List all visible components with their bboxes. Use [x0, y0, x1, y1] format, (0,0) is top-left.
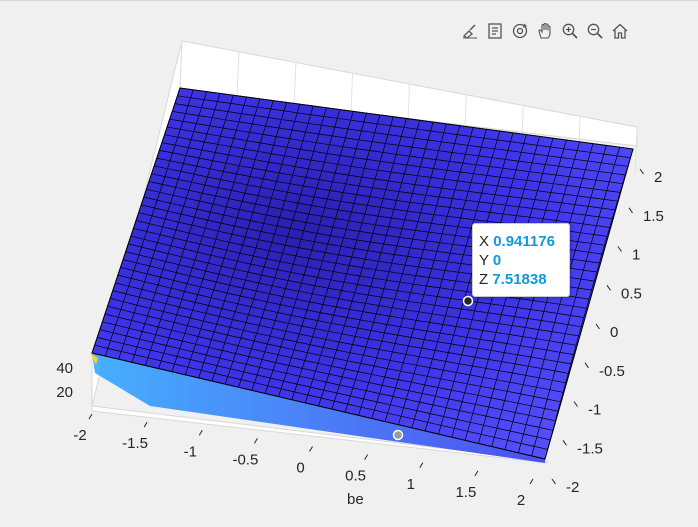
mesh-line-v: [161, 142, 615, 211]
mesh-line-v: [115, 282, 569, 374]
tick-label: 1.5: [643, 208, 664, 225]
tick-label: -2: [73, 427, 86, 444]
z-tick-label: 40: [56, 360, 73, 377]
tick-label: 0: [296, 460, 304, 477]
mesh-line-v: [167, 126, 621, 193]
y-tick-labels: 2 1.5 1 0.5 0 -0.5 -1 -1.5 -2: [551, 168, 664, 496]
tick-label: -1: [588, 402, 601, 419]
surface[interactable]: [90, 87, 634, 463]
tick-mark: [562, 440, 567, 446]
datatip-marker[interactable]: [462, 295, 474, 307]
mesh-line-v: [112, 290, 566, 384]
tick-label: -2: [566, 479, 579, 496]
datatip-x-value: 0.941176: [493, 233, 555, 250]
tick-label: 1: [407, 476, 415, 493]
mesh-line-v: [123, 259, 577, 346]
rotate-3d-icon[interactable]: [508, 19, 532, 43]
mesh-line-v: [164, 134, 618, 202]
tick-mark: [584, 362, 589, 369]
mesh-line-v: [177, 95, 631, 159]
tick-mark: [88, 413, 93, 420]
tick-mark: [595, 323, 600, 330]
mesh-line-v: [99, 329, 553, 431]
mesh-line-v: [156, 157, 610, 228]
axes-toolbar: [458, 19, 632, 43]
mesh-line-v: [169, 118, 623, 185]
tick-label: 2: [517, 492, 525, 509]
datatip-y-row: Y 0: [479, 251, 569, 270]
datatip-y-label: Y: [479, 252, 489, 269]
tick-mark: [573, 401, 578, 407]
tick-mark: [364, 454, 369, 460]
mesh-line-v: [107, 305, 561, 403]
tick-label: 0.5: [345, 468, 366, 485]
pan-hand-icon[interactable]: [533, 19, 557, 43]
back-grid-line: [179, 40, 183, 90]
mesh-line-v: [117, 274, 571, 365]
datatip-icon[interactable]: [483, 19, 507, 43]
x-tick-labels: -2 -1.5 -1 -0.5 0 0.5 1 1.5 2: [73, 413, 534, 509]
tick-mark: [606, 285, 611, 291]
tick-mark: [419, 462, 424, 469]
tick-mark: [253, 438, 258, 444]
tick-mark: [551, 478, 556, 485]
tick-mark: [474, 470, 479, 477]
tick-label: 1.5: [455, 484, 476, 501]
x-axis-label: be: [347, 491, 364, 508]
surface-corner-highlight: [90, 353, 98, 365]
back-grid-line: [634, 126, 638, 176]
mesh-line-v: [97, 337, 551, 441]
tick-label: 2: [654, 169, 662, 186]
mesh-line-v: [172, 111, 626, 176]
datatip-box[interactable]: X 0.941176 Y 0 Z 7.51838: [472, 223, 570, 297]
back-grid-line: [293, 62, 297, 111]
z-tick-label: 20: [56, 384, 73, 401]
mesh-line-v: [110, 298, 564, 393]
datatip-x-row: X 0.941176: [479, 232, 569, 251]
mesh-line-v: [128, 243, 582, 328]
tick-mark: [529, 478, 534, 485]
tick-mark: [617, 246, 622, 252]
datatip-y-value: 0: [492, 252, 502, 269]
tick-label: -1: [184, 443, 197, 460]
tick-label: -1.5: [122, 435, 148, 452]
brush-icon[interactable]: [458, 19, 482, 43]
tick-mark: [628, 207, 633, 214]
mesh-line-v: [130, 235, 584, 318]
mesh-line-v: [104, 313, 558, 412]
datatip-x-label: X: [479, 233, 490, 250]
tick-label: 0: [610, 324, 618, 341]
tick-mark: [143, 421, 148, 428]
datatip-marker-secondary[interactable]: [392, 429, 404, 441]
tick-label: 0.5: [621, 285, 642, 302]
home-icon[interactable]: [608, 19, 632, 43]
mesh-line-v: [120, 266, 574, 355]
mesh-line-v: [159, 150, 613, 220]
tick-mark: [309, 446, 313, 452]
tick-label: -0.5: [232, 451, 258, 468]
mesh-line-v: [102, 321, 556, 422]
zoom-out-icon[interactable]: [583, 19, 607, 43]
back-grid-line: [236, 51, 240, 100]
tick-label: -0.5: [599, 363, 625, 380]
tick-label: 1: [632, 247, 640, 264]
tick-label: -1.5: [577, 440, 603, 457]
mesh-line-v: [94, 344, 548, 450]
datatip-z-row: Z 7.51838: [479, 270, 569, 289]
mesh-line-v: [133, 227, 587, 309]
datatip-z-label: Z: [479, 271, 489, 288]
zoom-in-icon[interactable]: [558, 19, 582, 43]
mesh-line-v: [125, 251, 579, 337]
tick-mark: [639, 168, 644, 175]
datatip-z-value: 7.51838: [492, 271, 547, 288]
tick-mark: [198, 430, 203, 436]
mesh-line-v: [174, 103, 628, 167]
surface-front-edge: [92, 353, 545, 463]
